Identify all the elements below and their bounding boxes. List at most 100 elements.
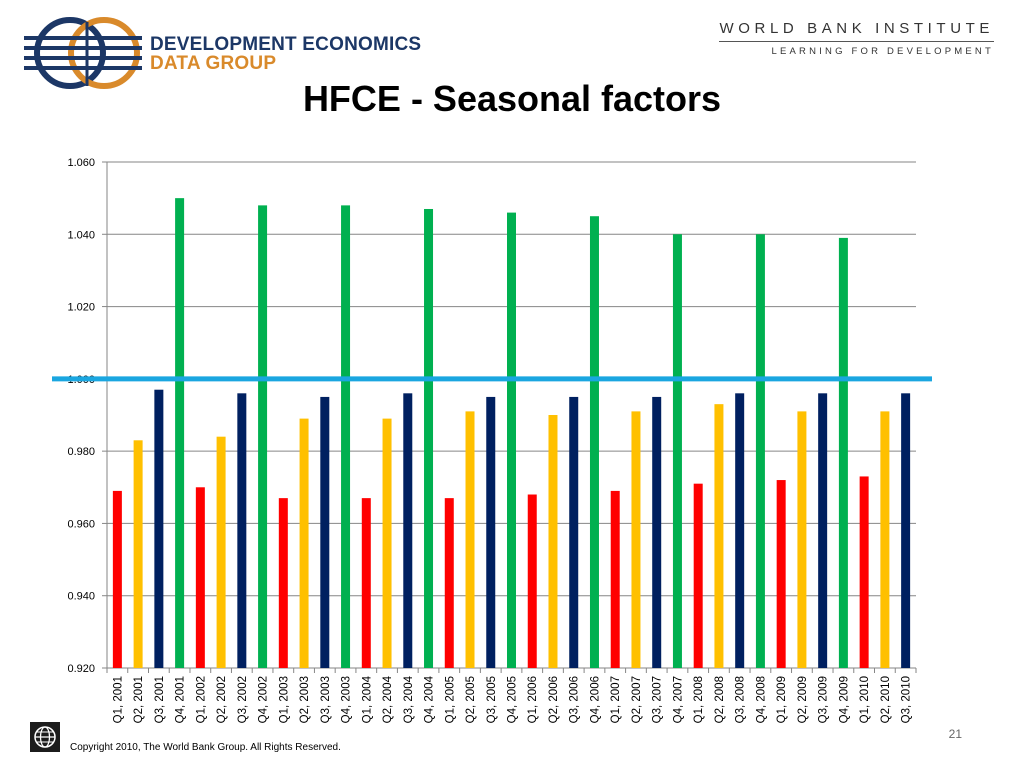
bar-q1-2004: [361, 498, 371, 668]
slide-title: HFCE - Seasonal factors: [302, 78, 722, 119]
page-number: 21: [948, 727, 962, 741]
copyright-notice: Copyright 2010, The World Bank Group. Al…: [70, 742, 341, 753]
x-tick-label: Q4, 2003: [341, 676, 353, 723]
bar-q3-2005: [486, 396, 496, 668]
x-tick-label: Q1, 2005: [444, 676, 456, 723]
x-tick-label: Q1, 2009: [776, 676, 788, 723]
bar-q1-2010: [859, 476, 869, 668]
bar-q4-2008: [755, 234, 765, 669]
institute-logo: WORLD BANK INSTITUTE LEARNING FOR DEVELO…: [719, 20, 994, 57]
bar-q4-2003: [341, 205, 351, 668]
bar-q2-2002: [216, 436, 226, 668]
y-tick-label: 1.040: [67, 229, 95, 241]
x-tick-label: Q1, 2004: [361, 675, 373, 723]
bar-q4-2006: [589, 216, 599, 668]
x-tick-label: Q4, 2006: [589, 676, 601, 723]
chart-bars: [112, 198, 911, 669]
bar-q3-2010: [901, 393, 911, 668]
bar-q4-2009: [838, 237, 848, 668]
x-tick-label: Q4, 2005: [507, 676, 519, 723]
bar-q2-2001: [133, 440, 143, 668]
bar-q2-2007: [631, 411, 641, 668]
bar-q1-2009: [776, 480, 786, 668]
x-tick-label: Q2, 2010: [880, 676, 892, 723]
x-tick-label: Q2, 2001: [133, 676, 145, 723]
x-tick-label: Q4, 2007: [672, 676, 684, 723]
bar-q3-2008: [735, 393, 745, 668]
x-tick-label: Q2, 2007: [631, 676, 643, 723]
x-tick-label: Q4, 2009: [838, 676, 850, 723]
x-tick-label: Q2, 2004: [382, 675, 394, 723]
bar-q3-2007: [652, 396, 662, 668]
bar-q2-2004: [382, 418, 392, 668]
x-tick-label: Q3, 2003: [320, 676, 332, 723]
world-bank-globe-icon: [30, 722, 60, 752]
x-axis-ticks: Q1, 2001 Q2, 2001 Q3, 2001 Q4, 2001 Q1, 2002…: [106, 668, 917, 723]
x-tick-label: Q1, 2007: [610, 676, 622, 723]
y-tick-label: 1.020: [67, 302, 95, 314]
x-tick-label: Q2, 2005: [465, 676, 477, 723]
x-tick-label: Q4, 2008: [755, 676, 767, 723]
bar-q1-2005: [444, 498, 454, 668]
bar-q1-2008: [693, 483, 703, 668]
x-tick-label: Q4, 2004: [424, 675, 436, 723]
institute-tagline: LEARNING FOR DEVELOPMENT: [771, 46, 994, 57]
x-tick-label: Q3, 2007: [652, 676, 664, 723]
bar-q4-2002: [258, 205, 268, 668]
x-tick-label: Q3, 2004: [403, 675, 415, 723]
logo-navy-ring: [34, 17, 106, 89]
x-tick-label: Q3, 2002: [237, 676, 249, 723]
institute-name: WORLD BANK INSTITUTE: [719, 20, 994, 37]
y-tick-label: 0.940: [67, 591, 95, 603]
bar-q4-2001: [175, 198, 185, 668]
bar-q2-2008: [714, 404, 724, 668]
y-tick-label: 0.920: [67, 663, 95, 675]
bar-q3-2004: [403, 393, 413, 668]
x-tick-label: Q4, 2002: [258, 676, 270, 723]
x-tick-label: Q4, 2001: [175, 676, 187, 723]
institute-divider: [719, 41, 994, 42]
x-tick-label: Q3, 2006: [569, 676, 581, 723]
dedg-logo-icon: [24, 17, 142, 89]
bar-q4-2004: [424, 208, 434, 668]
x-tick-label: Q2, 2003: [299, 676, 311, 723]
y-tick-label: 0.980: [67, 446, 95, 458]
bar-q1-2001: [112, 490, 122, 668]
x-tick-label: Q1, 2003: [278, 676, 290, 723]
bar-q3-2001: [154, 389, 164, 668]
bar-q4-2005: [507, 212, 516, 668]
x-tick-label: Q3, 2005: [486, 676, 498, 723]
x-tick-label: Q2, 2009: [797, 676, 809, 723]
bar-q2-2010: [880, 411, 890, 668]
logo-line-2: DATA GROUP: [150, 53, 277, 74]
bar-q2-2006: [548, 415, 558, 668]
bar-q4-2007: [672, 234, 682, 669]
x-tick-label: Q1, 2010: [859, 676, 871, 723]
x-tick-label: Q1, 2002: [195, 676, 207, 723]
logo-orange-ring: [68, 17, 140, 89]
bar-q1-2007: [610, 490, 620, 668]
x-tick-label: Q1, 2001: [112, 676, 124, 723]
x-tick-label: Q2, 2008: [714, 676, 726, 723]
x-tick-label: Q2, 2006: [548, 676, 560, 723]
bar-q3-2003: [320, 396, 330, 668]
x-tick-label: Q3, 2008: [735, 676, 747, 723]
x-tick-label: Q3, 2010: [901, 676, 913, 723]
bar-q2-2005: [465, 411, 475, 668]
bar-q2-2009: [797, 411, 807, 668]
x-tick-label: Q3, 2009: [818, 676, 830, 723]
x-tick-label: Q1, 2006: [527, 676, 539, 723]
bar-q1-2006: [527, 494, 537, 668]
x-tick-label: Q2, 2002: [216, 676, 228, 723]
bar-q3-2002: [237, 393, 247, 668]
y-tick-label: 0.960: [67, 518, 95, 530]
y-tick-label: 1.060: [67, 157, 95, 169]
bar-q3-2009: [818, 393, 828, 668]
bar-q1-2003: [278, 498, 288, 668]
x-tick-label: Q1, 2008: [693, 676, 705, 723]
x-tick-label: Q3, 2001: [154, 676, 166, 723]
logo-line-1: DEVELOPMENT ECONOMICS: [150, 34, 422, 55]
bar-q2-2003: [299, 418, 309, 668]
